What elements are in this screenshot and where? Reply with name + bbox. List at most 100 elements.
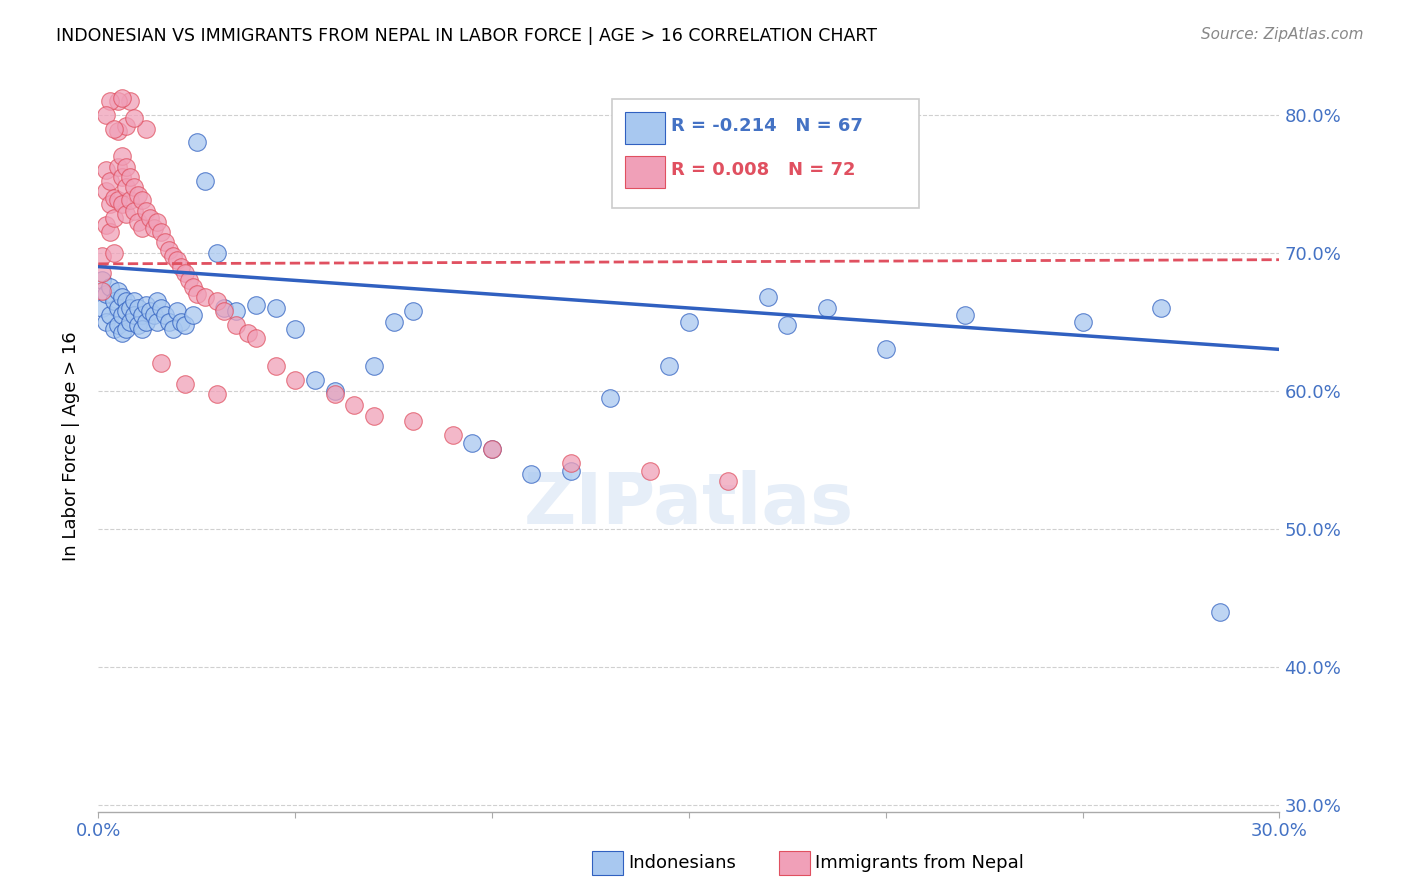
Point: [323, 386, 346, 401]
Point: [323, 384, 346, 398]
FancyBboxPatch shape: [626, 112, 665, 144]
Point: [402, 414, 425, 428]
Point: [111, 290, 134, 304]
Point: [96, 287, 118, 301]
Point: [127, 301, 149, 315]
Point: [658, 359, 681, 373]
Point: [205, 386, 228, 401]
Point: [599, 391, 621, 405]
Point: [875, 343, 897, 357]
Point: [91, 301, 114, 315]
Point: [115, 294, 138, 309]
Point: [1071, 315, 1094, 329]
Text: R = -0.214   N = 67: R = -0.214 N = 67: [671, 118, 863, 136]
Point: [107, 285, 129, 299]
Point: [111, 308, 134, 322]
Point: [138, 303, 160, 318]
Point: [205, 294, 228, 309]
Point: [363, 359, 385, 373]
Point: [131, 308, 153, 322]
Point: [103, 191, 125, 205]
Point: [343, 398, 366, 412]
Point: [363, 409, 385, 423]
FancyBboxPatch shape: [612, 99, 920, 209]
Point: [115, 179, 138, 194]
Point: [678, 315, 700, 329]
Point: [118, 94, 141, 108]
Point: [118, 301, 141, 315]
Point: [96, 184, 118, 198]
Point: [1209, 605, 1232, 619]
Point: [382, 315, 405, 329]
Point: [122, 204, 145, 219]
Point: [111, 149, 134, 163]
Point: [776, 318, 799, 332]
Point: [481, 442, 503, 456]
Point: [107, 94, 129, 108]
Point: [560, 464, 582, 478]
Point: [186, 136, 208, 150]
Point: [174, 376, 197, 391]
Point: [170, 260, 193, 274]
Point: [150, 356, 173, 370]
Point: [150, 225, 173, 239]
Point: [284, 321, 307, 335]
Point: [135, 204, 157, 219]
Point: [1150, 301, 1173, 315]
Point: [115, 119, 138, 133]
Point: [174, 267, 197, 281]
Text: INDONESIAN VS IMMIGRANTS FROM NEPAL IN LABOR FORCE | AGE > 16 CORRELATION CHART: INDONESIAN VS IMMIGRANTS FROM NEPAL IN L…: [56, 27, 877, 45]
Point: [441, 428, 464, 442]
Point: [225, 303, 247, 318]
Point: [194, 174, 217, 188]
Point: [122, 294, 145, 309]
Point: [127, 215, 149, 229]
Point: [107, 160, 129, 174]
Point: [560, 456, 582, 470]
Point: [236, 326, 259, 340]
Point: [115, 207, 138, 221]
Point: [264, 301, 287, 315]
Point: [181, 280, 204, 294]
Point: [127, 318, 149, 332]
Text: ZIPatlas: ZIPatlas: [524, 470, 853, 539]
Point: [103, 321, 125, 335]
Point: [131, 221, 153, 235]
Point: [131, 194, 153, 208]
Point: [146, 315, 169, 329]
Point: [214, 303, 236, 318]
Point: [107, 124, 129, 138]
Point: [225, 318, 247, 332]
Point: [107, 301, 129, 315]
Point: [638, 464, 661, 478]
Point: [142, 308, 165, 322]
Point: [304, 373, 326, 387]
Point: [96, 315, 118, 329]
Point: [103, 245, 125, 260]
Point: [214, 301, 236, 315]
Point: [166, 252, 188, 267]
Point: [122, 179, 145, 194]
Point: [461, 436, 484, 450]
Point: [111, 197, 134, 211]
FancyBboxPatch shape: [626, 155, 665, 188]
Point: [245, 298, 267, 312]
Point: [107, 318, 129, 332]
Y-axis label: In Labor Force | Age > 16: In Labor Force | Age > 16: [62, 331, 80, 561]
Point: [402, 303, 425, 318]
Point: [127, 187, 149, 202]
Point: [146, 215, 169, 229]
Point: [91, 267, 114, 281]
Point: [96, 108, 118, 122]
Point: [170, 315, 193, 329]
Point: [96, 218, 118, 232]
Point: [122, 111, 145, 125]
Point: [98, 94, 121, 108]
Point: [177, 273, 200, 287]
Point: [245, 331, 267, 345]
Point: [717, 474, 740, 488]
Point: [91, 248, 114, 262]
Point: [756, 290, 779, 304]
Point: [98, 225, 121, 239]
Point: [91, 273, 114, 287]
